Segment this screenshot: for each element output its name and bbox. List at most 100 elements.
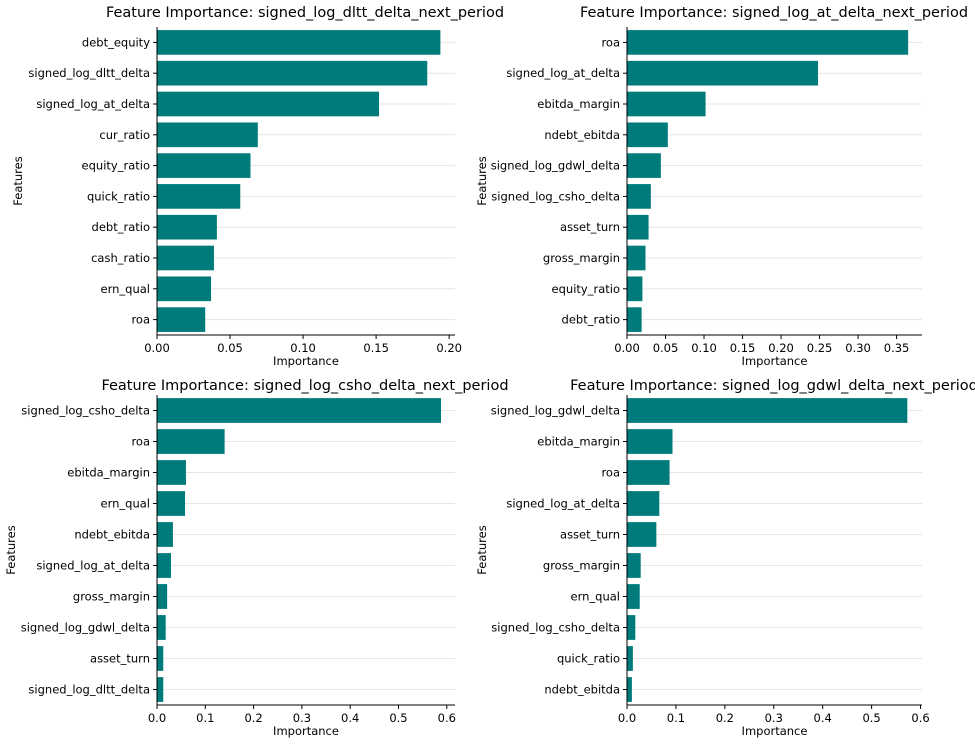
bar-ndebt_ebitda (627, 122, 668, 148)
x-tick-label: 0.15 (730, 341, 756, 355)
bar-ndebt_ebitda (627, 677, 632, 702)
bar-roa (157, 307, 206, 332)
y-tick-label: ern_qual (101, 497, 150, 511)
bar-ern_qual (627, 584, 640, 609)
y-tick-label: quick_ratio (87, 189, 150, 203)
y-tick-label: roa (601, 466, 620, 480)
x-tick-label: 0.25 (807, 341, 833, 355)
bar-signed_log_gdwl_delta (157, 615, 166, 640)
bar-signed_log_csho_delta (627, 615, 636, 640)
y-tick-label: gross_margin (543, 251, 620, 265)
bar-gross_margin (157, 584, 168, 609)
bar-ern_qual (157, 276, 212, 302)
bar-debt_ratio (157, 214, 217, 240)
x-tick-label: 0.5 (862, 711, 880, 725)
bar-signed_log_csho_delta (627, 184, 651, 209)
bar-cur_ratio (157, 122, 258, 148)
chart-title: Feature Importance: signed_log_at_delta_… (580, 5, 968, 21)
x-tick-label: 0.05 (653, 341, 679, 355)
bar-signed_log_gdwl_delta (627, 398, 908, 423)
bar-ern_qual (157, 491, 186, 516)
y-tick-label: equity_ratio (82, 159, 150, 173)
y-tick-label: roa (131, 313, 150, 327)
bar-signed_log_gdwl_delta (627, 153, 661, 178)
x-axis-label: Importance (742, 354, 808, 368)
y-tick-label: equity_ratio (552, 282, 620, 296)
bar-signed_log_at_delta (157, 553, 172, 578)
y-tick-label: asset_turn (90, 652, 150, 666)
y-tick-label: signed_log_dltt_delta (28, 683, 150, 697)
x-tick-label: 0.3 (293, 711, 311, 725)
bar-equity_ratio (627, 276, 643, 302)
y-tick-label: asset_turn (560, 528, 620, 542)
chart-panel-1: debt_equity signed_log_dltt_delta signed_l… (11, 5, 504, 368)
y-tick-label: ndebt_ebitda (544, 128, 620, 142)
x-tick-label: 0.3 (765, 711, 783, 725)
y-tick-label: signed_log_csho_delta (491, 621, 620, 635)
chart-title: Feature Importance: signed_log_csho_delt… (101, 378, 508, 394)
bar-quick_ratio (627, 646, 633, 671)
y-tick-label: signed_log_at_delta (506, 497, 620, 511)
bar-equity_ratio (157, 153, 251, 178)
chart-title: Feature Importance: signed_log_dltt_delt… (106, 5, 504, 21)
y-tick-label: debt_equity (82, 35, 150, 49)
x-tick-label: 0.2 (716, 711, 734, 725)
x-tick-label: 0.0 (148, 711, 166, 725)
bar-signed_log_at_delta (627, 60, 819, 86)
x-tick-label: 0.5 (389, 711, 407, 725)
x-tick-label: 0.2 (244, 711, 262, 725)
bar-ebitda_margin (627, 429, 673, 454)
bar-roa (627, 30, 909, 55)
y-tick-label: ebitda_margin (67, 466, 150, 480)
x-tick-label: 0.1 (196, 711, 214, 725)
y-tick-label: cash_ratio (91, 251, 150, 265)
y-tick-label: asset_turn (560, 220, 620, 234)
bar-signed_log_at_delta (157, 91, 380, 117)
y-tick-label: ebitda_margin (537, 435, 620, 449)
x-axis-label: Importance (273, 724, 339, 738)
y-tick-label: signed_log_gdwl_delta (491, 404, 620, 418)
bar-quick_ratio (157, 184, 241, 209)
y-tick-label: gross_margin (73, 590, 150, 604)
x-axis-label: Importance (742, 724, 808, 738)
bar-debt_equity (157, 30, 441, 55)
x-tick-label: 0.6 (438, 711, 456, 725)
x-tick-label: 0.30 (845, 341, 871, 355)
y-axis-label: Features (4, 525, 18, 574)
x-tick-label: 0.15 (363, 341, 389, 355)
bar-ndebt_ebitda (157, 522, 173, 547)
chart-panel-2: roa signed_log_at_delta ebitda_marginndebt… (475, 5, 968, 368)
y-tick-label: cur_ratio (99, 128, 150, 142)
y-tick-label: signed_log_at_delta (36, 97, 150, 111)
x-tick-label: 0.1 (667, 711, 685, 725)
bar-signed_log_csho_delta (157, 398, 441, 423)
x-tick-label: 0.00 (144, 341, 170, 355)
x-tick-label: 0.10 (691, 341, 717, 355)
y-tick-label: signed_log_csho_delta (21, 404, 150, 418)
y-tick-label: debt_ratio (562, 313, 620, 327)
y-axis-label: Features (475, 525, 489, 574)
bar-signed_log_at_delta (627, 491, 660, 516)
y-tick-label: ern_qual (571, 590, 620, 604)
y-tick-label: gross_margin (543, 559, 620, 573)
bar-signed_log_dltt_delta (157, 60, 428, 86)
bar-gross_margin (627, 553, 641, 578)
x-tick-label: 0.20 (436, 341, 462, 355)
bar-gross_margin (627, 245, 646, 271)
x-tick-label: 0.10 (290, 341, 316, 355)
bar-asset_turn (627, 522, 657, 547)
chart-title: Feature Importance: signed_log_gdwl_delt… (570, 378, 975, 394)
x-tick-label: 0.35 (884, 341, 910, 355)
x-tick-label: 0.0 (618, 711, 636, 725)
bar-roa (627, 460, 670, 485)
y-tick-label: ebitda_margin (537, 97, 620, 111)
y-tick-label: roa (131, 435, 150, 449)
y-tick-label: quick_ratio (557, 652, 620, 666)
x-tick-label: 0.4 (341, 711, 359, 725)
x-tick-label: 0.00 (614, 341, 640, 355)
y-tick-label: signed_log_at_delta (506, 66, 620, 80)
